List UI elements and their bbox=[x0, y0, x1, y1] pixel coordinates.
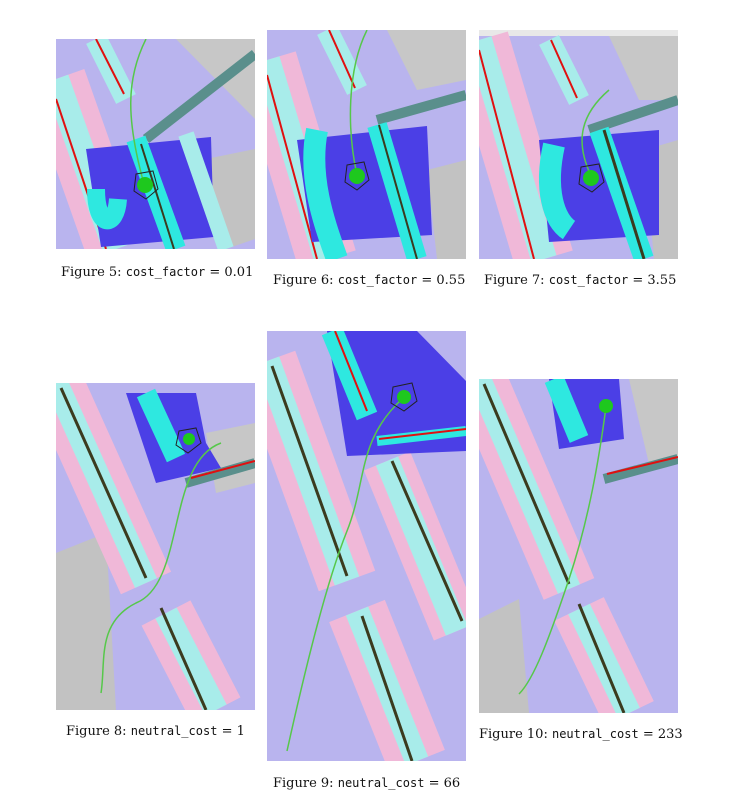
parameter-name: neutral_cost bbox=[130, 724, 218, 738]
figure-number: Figure 6: bbox=[273, 273, 334, 288]
figure-8-image bbox=[56, 383, 255, 710]
equals-sign: = bbox=[428, 776, 440, 791]
equals-sign: = bbox=[632, 273, 644, 288]
parameter-name: cost_factor bbox=[548, 273, 629, 287]
parameter-name: neutral_cost bbox=[551, 727, 639, 741]
parameter-value: 3.55 bbox=[647, 273, 677, 288]
equals-sign: = bbox=[421, 273, 433, 288]
equals-sign: = bbox=[221, 724, 233, 739]
equals-sign: = bbox=[642, 727, 654, 742]
figure-10-image bbox=[479, 379, 678, 713]
figure-8-caption: Figure 8: neutral_cost = 1 bbox=[66, 724, 245, 739]
equals-sign: = bbox=[209, 265, 221, 280]
figure-9-image bbox=[267, 331, 466, 761]
figure-5-caption: Figure 5: cost_factor = 0.01 bbox=[61, 265, 253, 280]
parameter-name: neutral_cost bbox=[337, 776, 425, 790]
parameter-value: 66 bbox=[443, 776, 461, 791]
parameter-value: 233 bbox=[657, 727, 683, 742]
figure-6-image bbox=[267, 30, 466, 259]
figure-10-caption: Figure 10: neutral_cost = 233 bbox=[479, 727, 683, 742]
figure-7-caption: Figure 7: cost_factor = 3.55 bbox=[484, 273, 676, 288]
figure-7-image bbox=[479, 30, 678, 259]
parameter-value: 0.55 bbox=[436, 273, 466, 288]
parameter-value: 0.01 bbox=[224, 265, 254, 280]
parameter-name: cost_factor bbox=[337, 273, 418, 287]
parameter-name: cost_factor bbox=[125, 265, 206, 279]
figure-number: Figure 7: bbox=[484, 273, 545, 288]
figure-number: Figure 10: bbox=[479, 727, 548, 742]
parameter-value: 1 bbox=[236, 724, 245, 739]
figure-5-image bbox=[56, 39, 255, 249]
figure-6-caption: Figure 6: cost_factor = 0.55 bbox=[273, 273, 465, 288]
figure-9-caption: Figure 9: neutral_cost = 66 bbox=[273, 776, 460, 791]
figure-number: Figure 5: bbox=[61, 265, 122, 280]
figure-number: Figure 8: bbox=[66, 724, 127, 739]
figure-number: Figure 9: bbox=[273, 776, 334, 791]
